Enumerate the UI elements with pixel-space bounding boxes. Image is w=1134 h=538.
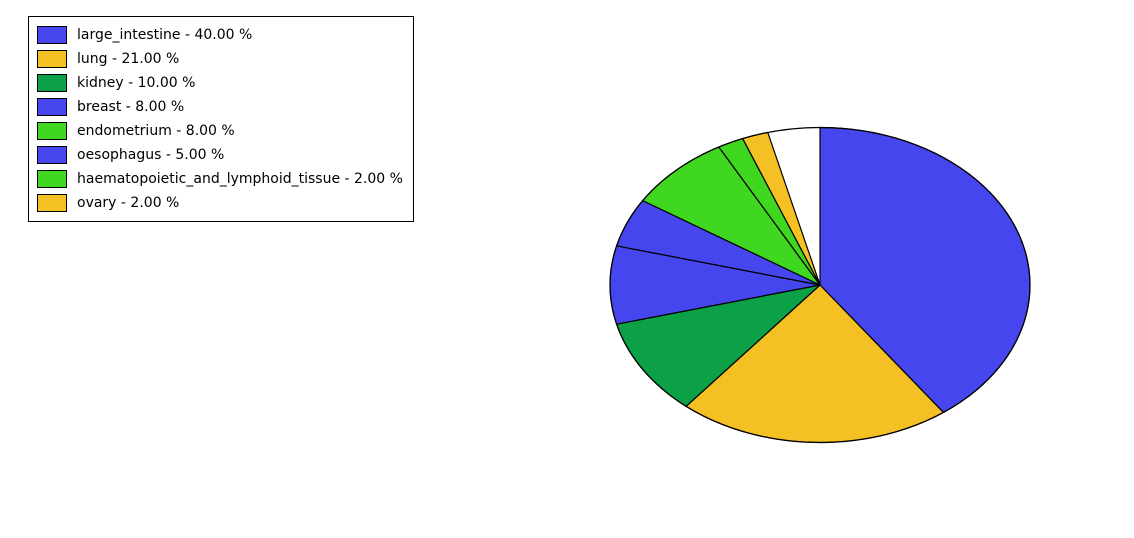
legend-row: lung - 21.00 %	[37, 47, 403, 71]
legend-row: endometrium - 8.00 %	[37, 119, 403, 143]
legend-row: oesophagus - 5.00 %	[37, 143, 403, 167]
legend-label: haematopoietic_and_lymphoid_tissue - 2.0…	[77, 171, 403, 187]
legend-label: lung - 21.00 %	[77, 51, 179, 67]
pie-chart	[540, 70, 1100, 500]
legend-swatch	[37, 26, 67, 44]
legend-label: kidney - 10.00 %	[77, 75, 195, 91]
pie-chart-svg	[540, 70, 1100, 500]
legend-swatch	[37, 170, 67, 188]
legend-row: ovary - 2.00 %	[37, 191, 403, 215]
legend-label: endometrium - 8.00 %	[77, 123, 235, 139]
legend-row: breast - 8.00 %	[37, 95, 403, 119]
legend-label: breast - 8.00 %	[77, 99, 184, 115]
legend-swatch	[37, 194, 67, 212]
legend-row: large_intestine - 40.00 %	[37, 23, 403, 47]
legend-swatch	[37, 74, 67, 92]
legend-label: ovary - 2.00 %	[77, 195, 179, 211]
legend-label: large_intestine - 40.00 %	[77, 27, 252, 43]
legend: large_intestine - 40.00 % lung - 21.00 % k…	[28, 16, 414, 222]
legend-row: kidney - 10.00 %	[37, 71, 403, 95]
legend-swatch	[37, 98, 67, 116]
legend-swatch	[37, 122, 67, 140]
legend-label: oesophagus - 5.00 %	[77, 147, 224, 163]
legend-swatch	[37, 50, 67, 68]
legend-swatch	[37, 146, 67, 164]
legend-row: haematopoietic_and_lymphoid_tissue - 2.0…	[37, 167, 403, 191]
